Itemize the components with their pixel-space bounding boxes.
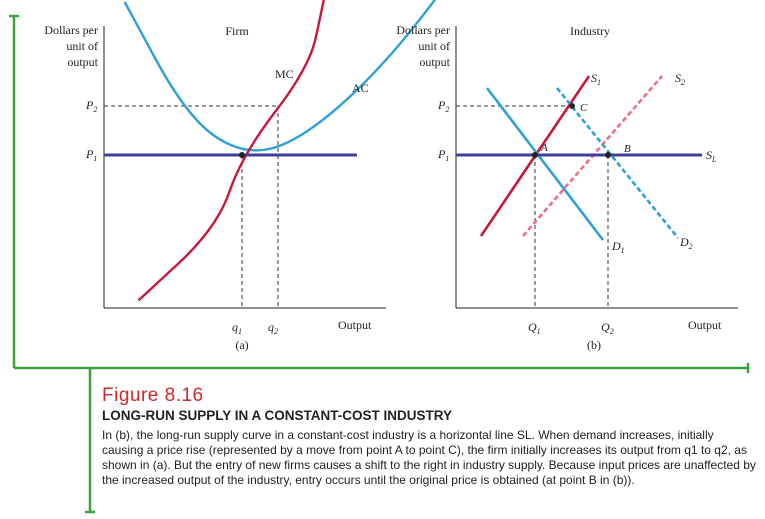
panel-a-tick-q2: q2 bbox=[268, 320, 278, 336]
panel-b-label-c: C bbox=[580, 102, 588, 114]
panel-b-label-a: A bbox=[540, 142, 548, 154]
panel-a-xlabel: Output bbox=[338, 318, 372, 332]
panel-a-ac-label: AC bbox=[352, 81, 369, 95]
panel-b-xlabel: Output bbox=[688, 318, 722, 332]
panel-b-panel-label: (b) bbox=[587, 338, 601, 352]
panel-b-d1-line bbox=[485, 87, 605, 241]
panel-a-tick-q1: q1 bbox=[232, 320, 242, 336]
panel-b-point-c bbox=[569, 103, 575, 109]
panel-a-ylabel-1: Dollars per bbox=[44, 23, 98, 37]
panel-b-title: Industry bbox=[570, 24, 610, 38]
panel-a: Dollars per unit of output Firm MC AC P2… bbox=[44, 0, 437, 352]
panel-b-s1-label: S1 bbox=[591, 71, 601, 87]
panel-a-tick-p1: P1 bbox=[85, 147, 97, 163]
panel-a-equilibrium-point bbox=[239, 152, 245, 158]
figure-subtitle: LONG-RUN SUPPLY IN A CONSTANT-COST INDUS… bbox=[102, 408, 453, 423]
panel-b-ylabel-3: output bbox=[419, 55, 450, 69]
figure-caption: Figure 8.16 LONG-RUN SUPPLY IN A CONSTAN… bbox=[102, 386, 757, 488]
panel-a-mc-curve bbox=[137, 0, 325, 302]
panel-a-title: Firm bbox=[225, 24, 249, 38]
panel-a-tick-p2: P2 bbox=[85, 98, 97, 114]
figure-description: In (b), the long-run supply curve in a c… bbox=[102, 428, 756, 487]
panel-a-ac-curve bbox=[123, 0, 437, 152]
panel-b-tick-q1: Q1 bbox=[528, 320, 541, 336]
panel-a-ylabel-3: output bbox=[67, 55, 98, 69]
panel-b-d2-line bbox=[555, 87, 680, 239]
panel-b-d1-label: D1 bbox=[611, 239, 625, 255]
panel-b-tick-p1: P1 bbox=[437, 147, 449, 163]
panel-a-panel-label: (a) bbox=[235, 338, 248, 352]
panel-b-tick-p2: P2 bbox=[437, 98, 449, 114]
panel-b-ylabel-1: Dollars per bbox=[396, 23, 450, 37]
panel-b-sl-label: SL bbox=[706, 148, 717, 164]
figure-number: Figure 8.16 bbox=[102, 385, 204, 406]
panel-b-point-b bbox=[605, 152, 611, 158]
panel-a-ylabel-2: unit of bbox=[66, 39, 98, 53]
panel-b-s2-label: S2 bbox=[675, 71, 685, 87]
panel-a-mc-label: MC bbox=[275, 67, 294, 81]
panel-b: Dollars per unit of output Industry A B … bbox=[396, 23, 738, 352]
panel-b-d2-label: D2 bbox=[679, 235, 693, 251]
panel-b-ylabel-2: unit of bbox=[418, 39, 450, 53]
panel-b-tick-q2: Q2 bbox=[601, 320, 614, 336]
panel-b-point-a bbox=[532, 152, 538, 158]
panel-b-label-b: B bbox=[624, 143, 631, 155]
